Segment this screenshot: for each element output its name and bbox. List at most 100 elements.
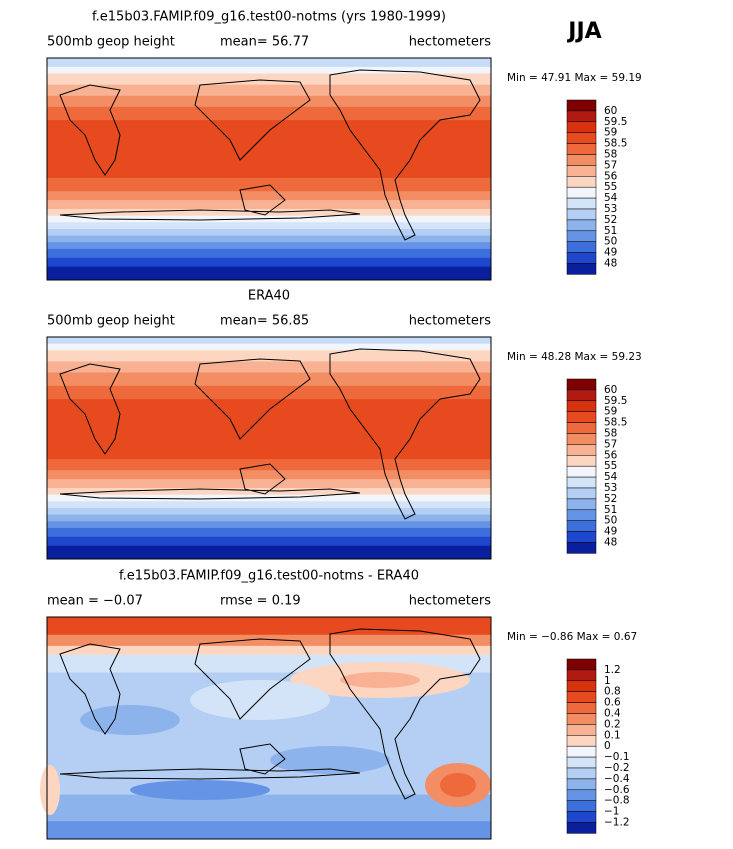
colorbar-label: 1.2: [604, 664, 621, 676]
colorbar-label: 54: [604, 192, 618, 204]
colorbar-label: 0.1: [604, 729, 621, 741]
contour-band: [47, 337, 491, 345]
contour-blob: [340, 672, 420, 688]
contour-band: [47, 479, 491, 489]
contour-band: [47, 645, 491, 656]
contour-band: [47, 514, 491, 522]
left-label: 500mb geop height: [47, 35, 175, 50]
colorbar-box: [566, 176, 597, 188]
colorbar-box: [566, 822, 597, 834]
colorbar-box: [566, 811, 597, 823]
map-frame: [46, 336, 492, 560]
colorbar-label: 51: [604, 504, 617, 516]
colorbar-label: 59.5: [604, 116, 627, 128]
colorbar-label: 49: [604, 526, 617, 538]
colorbar-box: [566, 498, 597, 511]
colorbar-box: [566, 110, 597, 123]
map-frame: [46, 616, 492, 840]
colorbar-box: [566, 208, 597, 221]
center-label: mean= 56.77: [220, 35, 309, 50]
colorbar-box: [566, 400, 597, 412]
contour-band: [47, 470, 491, 480]
min-max-label: Min = −0.86 Max = 0.67: [507, 631, 637, 643]
colorbar-box: [566, 143, 597, 155]
contour-band: [47, 242, 491, 250]
left-label: 500mb geop height: [47, 314, 175, 329]
colorbar-label: 0.2: [604, 718, 621, 730]
colorbar-box: [566, 531, 597, 543]
colorbar-label: 56: [604, 449, 618, 461]
contour-band: [47, 794, 491, 822]
colorbar-box: [566, 378, 597, 391]
contour-blob: [40, 765, 60, 815]
panel-title: f.e15b03.FAMIP.f09_g16.test00-notms - ER…: [119, 569, 419, 584]
colorbar-label: 59.5: [604, 395, 627, 407]
colorbar-label: 52: [604, 214, 617, 226]
min-max-label: Min = 48.28 Max = 59.23: [507, 351, 642, 363]
contour-band: [47, 235, 491, 243]
colorbar-label: 58: [604, 428, 617, 440]
contour-band: [47, 343, 491, 351]
contour-band: [47, 507, 491, 516]
contour-band: [47, 200, 491, 210]
panel-title: ERA40: [248, 289, 290, 304]
colorbar-label: 55: [604, 181, 617, 193]
colorbar-label: −1: [604, 806, 619, 818]
colorbar-label: −0.8: [604, 795, 630, 807]
colorbar-box: [566, 778, 597, 791]
colorbar-box: [566, 756, 597, 769]
colorbar-box: [566, 735, 597, 747]
colorbar-label: 49: [604, 247, 617, 259]
colorbar-box: [566, 509, 597, 521]
map: [46, 336, 492, 560]
panel-title: f.e15b03.FAMIP.f09_g16.test00-notms (yrs…: [92, 10, 446, 25]
colorbar-label: 0: [604, 740, 611, 752]
colorbar-box: [566, 465, 597, 478]
colorbar-label: 1: [604, 675, 611, 687]
colorbar-box: [566, 252, 597, 264]
colorbar-label: 55: [604, 460, 617, 472]
colorbar-box: [566, 691, 597, 703]
colorbar-label: −0.2: [604, 762, 630, 774]
colorbar-box: [566, 767, 597, 780]
colorbar-box: [566, 433, 597, 445]
contour-band: [47, 120, 491, 179]
colorbar-box: [566, 476, 597, 489]
contour-blob: [440, 773, 476, 797]
colorbar-box: [566, 422, 597, 434]
contour-band: [47, 372, 491, 387]
coastlines: [59, 348, 481, 520]
colorbar-label: 53: [604, 203, 617, 215]
colorbar-label: 60: [604, 384, 617, 396]
colorbar-box: [566, 713, 597, 725]
colorbar-label: 53: [604, 482, 617, 494]
colorbar-label: 48: [604, 258, 617, 270]
colorbar-box: [566, 789, 597, 801]
contour-band: [47, 501, 491, 509]
colorbar-label: −1.2: [604, 817, 630, 829]
colorbar-label: 56: [604, 170, 618, 182]
contour-blob: [190, 680, 330, 720]
contour-band: [47, 266, 491, 281]
colorbar-label: −0.1: [604, 751, 630, 763]
season-label: JJA: [566, 19, 601, 44]
colorbar-label: 0.6: [604, 697, 621, 709]
contour-band: [47, 215, 491, 223]
contour-blob: [80, 705, 180, 735]
colorbar-label: 51: [604, 225, 617, 237]
colorbar-box: [566, 186, 597, 199]
colorbar-box: [566, 444, 597, 456]
colorbar-label: −0.6: [604, 784, 630, 796]
contour-band: [47, 106, 491, 121]
map: [46, 57, 492, 281]
contour-band: [47, 821, 491, 840]
min-max-label: Min = 47.91 Max = 59.19: [507, 72, 642, 84]
center-label: mean= 56.85: [220, 314, 309, 329]
colorbar-box: [566, 724, 597, 736]
units-label: hectometers: [409, 314, 492, 329]
contour-band: [47, 536, 491, 547]
colorbar-label: 54: [604, 471, 618, 483]
colorbar-box: [566, 263, 597, 275]
colorbar-box: [566, 669, 597, 682]
colorbar-label: 50: [604, 515, 617, 527]
